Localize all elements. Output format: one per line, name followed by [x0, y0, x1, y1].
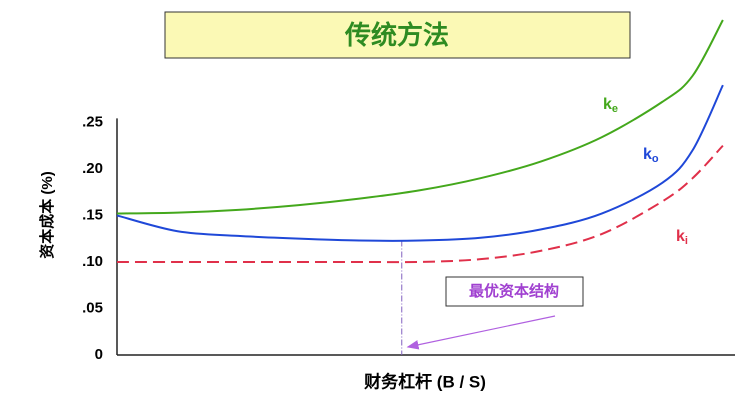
series-line	[116, 144, 724, 264]
series-line	[116, 19, 724, 215]
annotation-arrow	[406, 315, 556, 350]
series-label: ki	[676, 228, 688, 247]
series-line	[116, 84, 724, 242]
y-tick-label: .20	[82, 160, 103, 177]
chart-title: 传统方法	[344, 20, 449, 50]
y-tick-label: .15	[82, 206, 103, 223]
y-axis-label: 资本成本 (%)	[38, 171, 56, 259]
y-tick-label: .10	[82, 253, 103, 270]
y-tick-label: .05	[82, 299, 103, 316]
series-label: ko	[643, 146, 659, 165]
annotation-text: 最优资本结构	[469, 282, 559, 300]
annotation-box	[445, 276, 584, 307]
series-label: ke	[603, 96, 618, 115]
y-tick-label: .25	[82, 113, 103, 130]
y-tick-label: 0	[95, 346, 103, 363]
x-axis-label: 财务杠杆 (B / S)	[363, 371, 486, 391]
title-box	[164, 11, 631, 59]
